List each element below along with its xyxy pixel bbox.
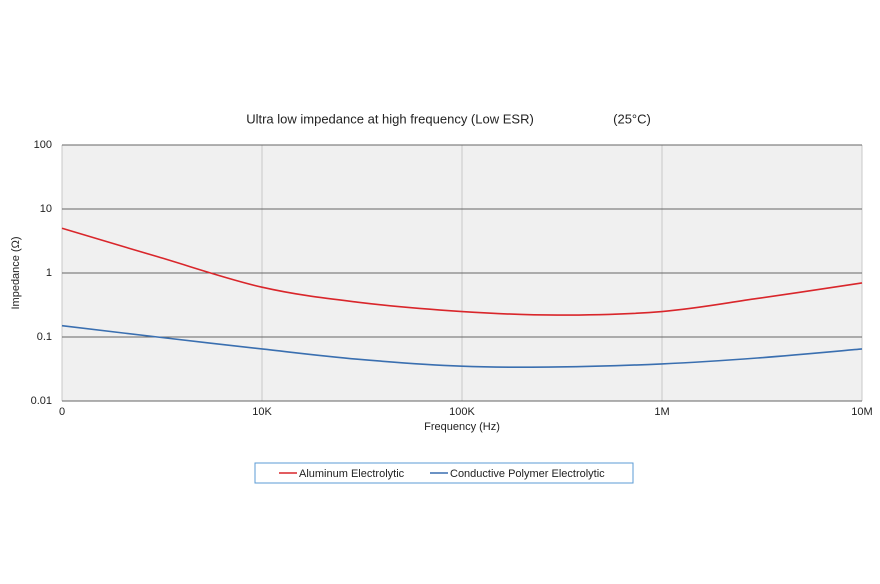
y-tick-label: 0.01 <box>31 395 52 407</box>
y-tick-label: 0.1 <box>37 331 52 343</box>
x-axis-label: Frequency (Hz) <box>424 421 500 433</box>
x-tick-label: 1M <box>654 406 669 418</box>
y-tick-label: 100 <box>34 139 52 151</box>
x-tick-label: 10M <box>851 406 872 418</box>
x-tick-label: 100K <box>449 406 475 418</box>
chart-title: Ultra low impedance at high frequency (L… <box>246 111 534 126</box>
y-tick-label: 10 <box>40 203 52 215</box>
x-tick-label: 10K <box>252 406 272 418</box>
legend-label: Aluminum Electrolytic <box>299 468 405 480</box>
y-tick-label: 1 <box>46 267 52 279</box>
y-axis-label: Impedance (Ω) <box>10 236 22 309</box>
x-tick-label: 0 <box>59 406 65 418</box>
series-line <box>61 324 863 369</box>
chart-subtitle: (25°C) <box>613 111 651 126</box>
legend-label: Conductive Polymer Electrolytic <box>450 468 605 480</box>
series-line <box>61 227 863 316</box>
